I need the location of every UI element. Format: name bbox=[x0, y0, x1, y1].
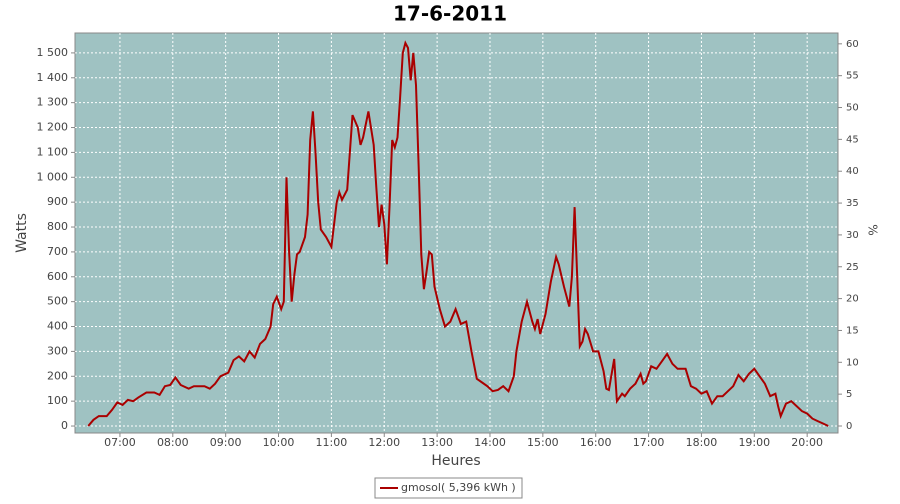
x-tick-label: 14:00 bbox=[474, 436, 506, 449]
y2-tick-label: 40 bbox=[846, 166, 859, 177]
y-tick-label: 500 bbox=[47, 295, 68, 308]
y2-axis-label: % bbox=[866, 224, 880, 235]
x-axis-label: Heures bbox=[431, 453, 480, 469]
x-tick-label: 10:00 bbox=[263, 436, 295, 449]
legend-label: gmosol( 5,396 kWh ) bbox=[401, 481, 516, 494]
x-tick-label: 09:00 bbox=[210, 436, 242, 449]
y-tick-label: 0 bbox=[61, 419, 68, 432]
x-tick-label: 11:00 bbox=[316, 436, 348, 449]
y-tick-label: 100 bbox=[47, 394, 68, 407]
plot-background bbox=[74, 32, 839, 434]
legend-box bbox=[374, 477, 523, 499]
x-tick-label: 19:00 bbox=[738, 436, 770, 449]
y-tick-label: 900 bbox=[47, 195, 68, 208]
y-tick-label: 1 100 bbox=[37, 145, 69, 158]
y2-tick-label: 5 bbox=[846, 389, 852, 400]
y2-tick-label: 60 bbox=[846, 39, 859, 50]
x-tick-label: 15:00 bbox=[527, 436, 559, 449]
y-tick-label: 200 bbox=[47, 369, 68, 382]
x-tick-label: 08:00 bbox=[157, 436, 189, 449]
data-line bbox=[87, 40, 829, 427]
x-tick-label: 12:00 bbox=[368, 436, 400, 449]
y2-tick-label: 0 bbox=[846, 421, 852, 432]
y-tick-label: 1 200 bbox=[37, 121, 69, 134]
y2-tick-label: 15 bbox=[846, 325, 859, 336]
y-tick-label: 1 000 bbox=[37, 170, 69, 183]
y-tick-label: 1 500 bbox=[37, 46, 69, 59]
x-tick-label: 18:00 bbox=[686, 436, 718, 449]
y2-tick-label: 25 bbox=[846, 262, 859, 273]
x-tick-label: 17:00 bbox=[633, 436, 665, 449]
y2-tick-label: 10 bbox=[846, 357, 859, 368]
y2-tick-label: 30 bbox=[846, 230, 859, 241]
y-tick-label: 600 bbox=[47, 270, 68, 283]
y2-tick-label: 20 bbox=[846, 294, 859, 305]
y-tick-label: 700 bbox=[47, 245, 68, 258]
y-tick-label: 800 bbox=[47, 220, 68, 233]
y-tick-label: 300 bbox=[47, 344, 68, 357]
y2-tick-label: 55 bbox=[846, 71, 859, 82]
y2-tick-label: 35 bbox=[846, 198, 859, 209]
y-tick-label: 1 300 bbox=[37, 96, 69, 109]
y-axis-label: Watts bbox=[14, 213, 30, 253]
y-tick-label: 1 400 bbox=[37, 71, 69, 84]
x-tick-label: 13:00 bbox=[421, 436, 453, 449]
y2-tick-label: 45 bbox=[846, 134, 859, 145]
x-tick-label: 16:00 bbox=[580, 436, 612, 449]
y-tick-label: 400 bbox=[47, 320, 68, 333]
x-tick-label: 07:00 bbox=[104, 436, 136, 449]
y2-tick-label: 50 bbox=[846, 103, 859, 114]
chart-title: 17-6-2011 bbox=[393, 2, 507, 26]
x-tick-label: 20:00 bbox=[791, 436, 823, 449]
